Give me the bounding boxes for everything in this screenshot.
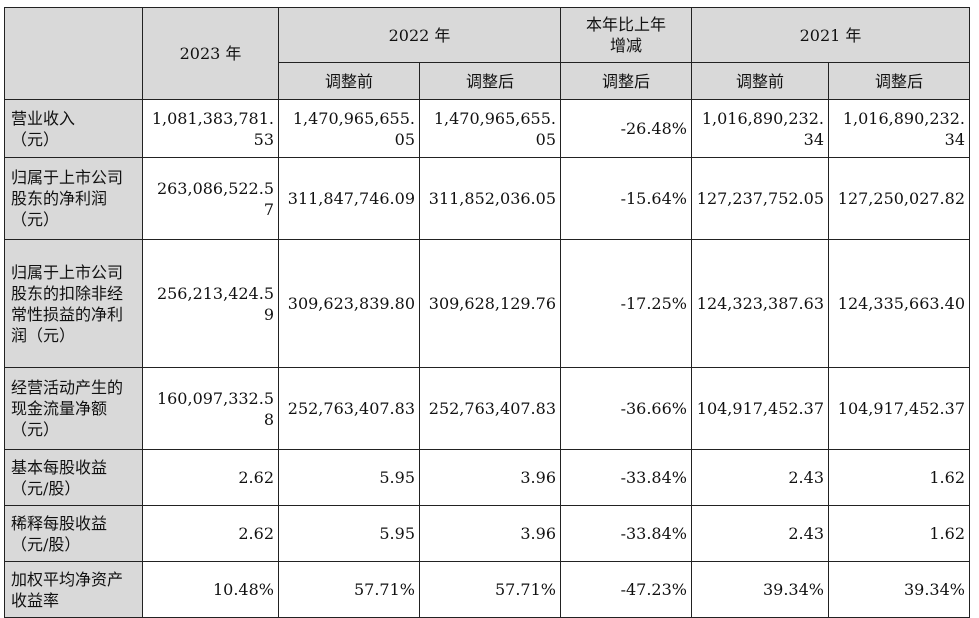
row-label: 基本每股收益（元/股） (4, 449, 143, 506)
row-label: 营业收入 （元） (4, 99, 143, 158)
cell-2021-before: 127,237,752.05 (691, 157, 829, 240)
table-row: 稀释每股收益（元/股） 2.62 5.95 3.96 -33.84% 2.43 … (4, 505, 970, 562)
row-label: 稀释每股收益（元/股） (4, 505, 143, 562)
cell-2021-after: 104,917,452.37 (828, 367, 970, 450)
cell-change: -47.23% (560, 561, 692, 618)
cell-change: -36.66% (560, 367, 692, 450)
header-2023: 2023 年 (142, 7, 279, 100)
header-2021: 2021 年 (691, 7, 970, 63)
table-row: 营业收入 （元） 1,081,383,781.53 1,470,965,655.… (4, 99, 970, 158)
cell-2021-before: 104,917,452.37 (691, 367, 829, 450)
cell-change: -33.84% (560, 505, 692, 562)
cell-2022-before: 5.95 (278, 449, 420, 506)
cell-2022-before: 1,470,965,655.05 (278, 99, 420, 158)
table-container: 2023 年 2022 年 本年比上年 增减 2021 年 调整前 调整后 调整… (4, 7, 970, 618)
cell-2021-before: 39.34% (691, 561, 829, 618)
cell-2022-before: 252,763,407.83 (278, 367, 420, 450)
header-2022-before: 调整前 (278, 62, 420, 100)
corner-header-cell (4, 7, 143, 100)
financial-data-table: 2023 年 2022 年 本年比上年 增减 2021 年 调整前 调整后 调整… (4, 7, 970, 618)
header-2021-before: 调整前 (691, 62, 829, 100)
cell-2023: 160,097,332.58 (142, 367, 279, 450)
header-2022: 2022 年 (278, 7, 561, 63)
cell-2023: 2.62 (142, 505, 279, 562)
cell-2023: 256,213,424.59 (142, 239, 279, 368)
table-row: 归属于上市公司股东的扣除非经常性损益的净利润（元） 256,213,424.59… (4, 239, 970, 368)
cell-2021-after: 1.62 (828, 449, 970, 506)
cell-2021-after: 124,335,663.40 (828, 239, 970, 368)
table-row: 经营活动产生的现金流量净额（元） 160,097,332.58 252,763,… (4, 367, 970, 450)
cell-2022-after: 57.71% (419, 561, 561, 618)
cell-2022-before: 57.71% (278, 561, 420, 618)
cell-2021-after: 127,250,027.82 (828, 157, 970, 240)
cell-2023: 10.48% (142, 561, 279, 618)
cell-change: -33.84% (560, 449, 692, 506)
cell-2022-after: 3.96 (419, 449, 561, 506)
table-row: 基本每股收益（元/股） 2.62 5.95 3.96 -33.84% 2.43 … (4, 449, 970, 506)
cell-2021-before: 2.43 (691, 449, 829, 506)
header-2021-after: 调整后 (828, 62, 970, 100)
row-label: 归属于上市公司股东的净利润（元） (4, 157, 143, 240)
cell-2021-before: 124,323,387.63 (691, 239, 829, 368)
cell-2022-after: 311,852,036.05 (419, 157, 561, 240)
cell-2021-before: 2.43 (691, 505, 829, 562)
cell-2023: 263,086,522.57 (142, 157, 279, 240)
table-row: 归属于上市公司股东的净利润（元） 263,086,522.57 311,847,… (4, 157, 970, 240)
cell-2022-after: 309,628,129.76 (419, 239, 561, 368)
cell-2021-after: 1.62 (828, 505, 970, 562)
row-label: 经营活动产生的现金流量净额（元） (4, 367, 143, 450)
cell-change: -15.64% (560, 157, 692, 240)
header-change: 本年比上年 增减 (560, 7, 692, 63)
row-label: 归属于上市公司股东的扣除非经常性损益的净利润（元） (4, 239, 143, 368)
cell-2022-before: 311,847,746.09 (278, 157, 420, 240)
cell-2022-after: 252,763,407.83 (419, 367, 561, 450)
cell-2021-after: 1,016,890,232.34 (828, 99, 970, 158)
cell-2022-before: 309,623,839.80 (278, 239, 420, 368)
cell-change: -26.48% (560, 99, 692, 158)
row-label: 加权平均净资产收益率 (4, 561, 143, 618)
header-change-after: 调整后 (560, 62, 692, 100)
table-row: 加权平均净资产收益率 10.48% 57.71% 57.71% -47.23% … (4, 561, 970, 618)
header-2022-after: 调整后 (419, 62, 561, 100)
cell-2023: 1,081,383,781.53 (142, 99, 279, 158)
cell-2022-before: 5.95 (278, 505, 420, 562)
cell-2022-after: 3.96 (419, 505, 561, 562)
cell-change: -17.25% (560, 239, 692, 368)
cell-2021-before: 1,016,890,232.34 (691, 99, 829, 158)
cell-2021-after: 39.34% (828, 561, 970, 618)
cell-2023: 2.62 (142, 449, 279, 506)
cell-2022-after: 1,470,965,655.05 (419, 99, 561, 158)
